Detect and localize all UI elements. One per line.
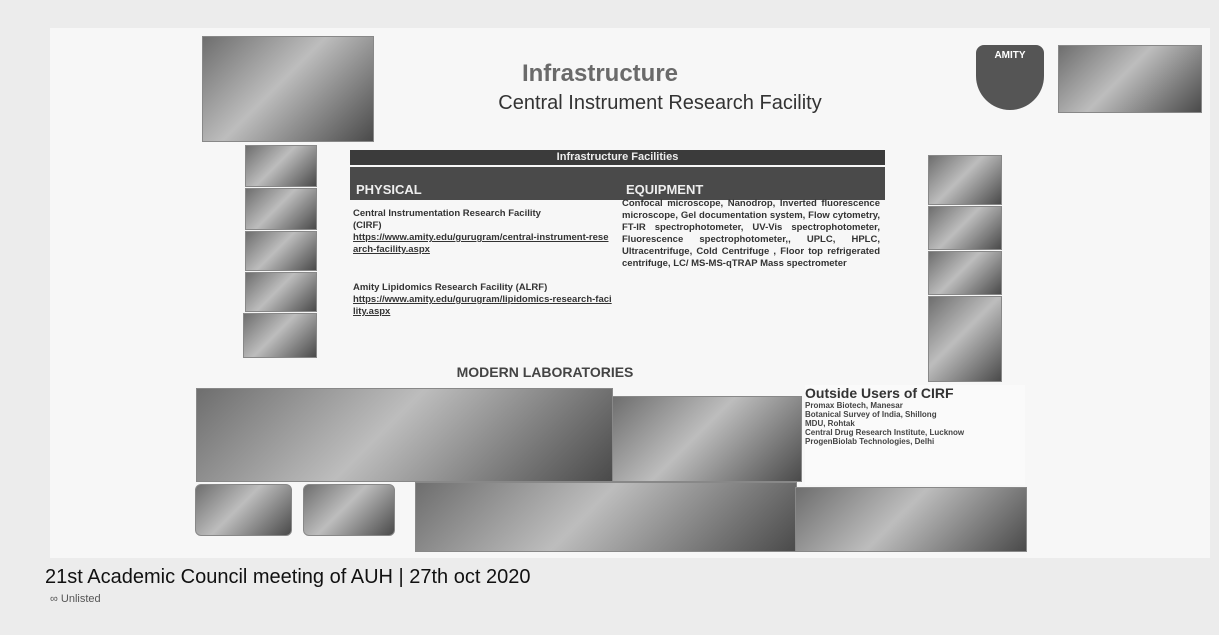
facility-link[interactable]: https://www.amity.edu/gurugram/lipidomic… <box>353 294 613 318</box>
visibility: ∞ Unlisted <box>50 593 101 605</box>
facility-link[interactable]: https://www.amity.edu/gurugram/central-i… <box>353 232 613 256</box>
slide-subtitle: Central Instrument Research Facility <box>420 92 900 115</box>
visibility-label: Unlisted <box>61 593 101 605</box>
slide-title: Infrastructure <box>430 60 770 88</box>
outside-user: Central Drug Research Institute, Lucknow <box>805 428 1025 437</box>
photo <box>928 296 1002 382</box>
outside-user: ProgenBiolab Technologies, Delhi <box>805 437 1025 446</box>
video-title[interactable]: 21st Academic Council meeting of AUH | 2… <box>45 566 530 589</box>
photo <box>928 155 1002 205</box>
outside-users: Outside Users of CIRF Promax Biotech, Ma… <box>805 385 1025 485</box>
photo <box>245 231 317 271</box>
facility: Amity Lipidomics Research Facility (ALRF… <box>353 282 613 318</box>
photo <box>245 272 317 312</box>
webcam-feed <box>1058 45 1202 113</box>
photo <box>245 188 317 230</box>
outside-user: MDU, Rohtak <box>805 419 1025 428</box>
page: Infrastructure Central Instrument Resear… <box>0 0 1219 635</box>
facility: Central Instrumentation Research Facilit… <box>353 208 613 256</box>
photo <box>303 484 395 536</box>
logo: AMITY <box>976 45 1044 110</box>
photo <box>195 484 292 536</box>
facility-name: Central Instrumentation Research Facilit… <box>353 208 553 232</box>
photo <box>245 145 317 187</box>
photo <box>243 313 317 358</box>
photo-collage <box>202 36 374 142</box>
lab-photo <box>415 482 797 552</box>
photo <box>928 206 1002 250</box>
lab-photo <box>795 487 1027 552</box>
outside-user: Promax Biotech, Manesar <box>805 401 1025 410</box>
equipment-list: Confocal microscope, Nanodrop, Inverted … <box>622 198 880 270</box>
column-header: PHYSICAL <box>350 167 620 200</box>
lab-photo <box>612 396 802 482</box>
outside-users-title: Outside Users of CIRF <box>805 385 1025 401</box>
outside-user: Botanical Survey of India, Shillong <box>805 410 1025 419</box>
photo <box>928 251 1002 295</box>
facility-name: Amity Lipidomics Research Facility (ALRF… <box>353 282 583 294</box>
labs-heading: MODERN LABORATORIES <box>400 364 690 380</box>
table-header: Infrastructure Facilities <box>350 150 885 165</box>
column-header: EQUIPMENT <box>620 167 885 200</box>
lab-panorama <box>196 388 613 482</box>
